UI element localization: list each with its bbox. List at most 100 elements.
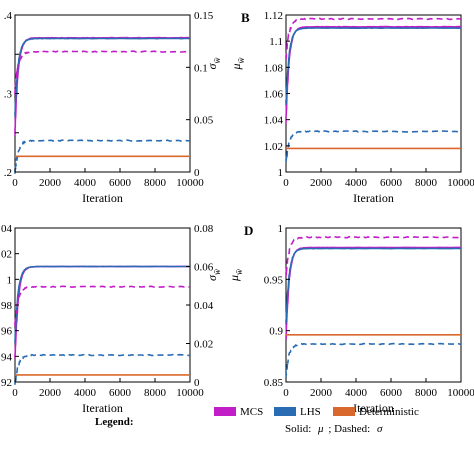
series-mcs-dashed — [285, 17, 462, 60]
x-tick-label: 0 — [12, 177, 18, 189]
y-left-axis-title: μw̄ — [229, 57, 246, 70]
y-right-axis-title-symbol: σ — [205, 274, 219, 281]
legend-title: Legend: — [95, 416, 134, 428]
x-tick-label: 2000 — [310, 387, 333, 399]
y-left-tick-label: 1 — [7, 274, 13, 286]
x-tick-label: 2000 — [310, 177, 333, 189]
y-right-tick-label: 0.02 — [194, 339, 213, 351]
x-tick-label: 8000 — [415, 387, 438, 399]
legend-style-note: Solid: μ ; Dashed: σ — [285, 423, 383, 435]
x-tick-label: 2000 — [39, 387, 62, 399]
y-left-tick-label: 1.08 — [264, 62, 284, 74]
y-left-tick-label: 94 — [1, 351, 13, 363]
legend-label-mcs: MCS — [240, 406, 263, 418]
plot-frame — [14, 227, 191, 383]
legend-label-lhs: LHS — [300, 406, 321, 418]
x-tick-label: 10000 — [176, 387, 204, 399]
legend-dashed-label: ; Dashed: — [328, 423, 370, 435]
y-left-axis-title-subscript: w̄ — [236, 57, 246, 63]
y-left-tick-label: 0.85 — [264, 377, 284, 389]
series-lhs-solid — [285, 27, 462, 105]
series-lhs-dashed — [14, 139, 191, 174]
y-left-tick-label: 04 — [1, 223, 13, 235]
y-left-tick-label: 1.04 — [264, 115, 284, 127]
x-tick-label: 6000 — [109, 177, 132, 189]
panels: 0 2000 4000 6000 8000 10000Iteration.4.3.20.1… — [0, 10, 474, 415]
panel-D: 0 2000 4000 6000 8000 10000 Iteration 1 0.95 0.9 0… — [227, 223, 474, 415]
x-tick-label: 2000 — [39, 177, 62, 189]
y-left-tick-label: 1 — [278, 167, 284, 179]
x-tick-label: 8000 — [144, 387, 167, 399]
x-tick-label: 4000 — [74, 387, 97, 399]
y-left-tick-label: 02 — [1, 249, 12, 261]
x-tick-label: 8000 — [415, 177, 438, 189]
y-right-axis-title: σw̄ — [205, 58, 222, 70]
y-right-axis-title-symbol: σ — [0, 59, 3, 66]
x-tick-label: 10000 — [176, 177, 204, 189]
y-left-tick-label: 1.06 — [264, 89, 284, 101]
y-right-tick-label: 0.06 — [194, 262, 214, 274]
legend-swatch-lhs — [274, 407, 296, 416]
legend-label-deterministic: Deterministic — [359, 406, 419, 418]
y-right-axis-title-symbol: σ — [205, 62, 219, 69]
y-right-tick-label: 0.04 — [194, 300, 214, 312]
x-axis-title: Iteration — [353, 401, 394, 415]
y-left-axis-title-subscript: w̄ — [234, 269, 244, 275]
y-left-tick-label: 1.12 — [264, 10, 283, 22]
y-left-tick-label: 1.02 — [264, 141, 283, 153]
y-right-tick-label: 0 — [194, 167, 200, 179]
y-left-tick-label: 98 — [1, 300, 13, 312]
series-mcs-dashed — [14, 285, 191, 327]
legend-swatch-deterministic — [333, 407, 355, 416]
y-right-axis-title-subscript: w̄ — [212, 269, 222, 275]
x-tick-label: 0 — [283, 177, 289, 189]
panel-B: 0 2000 4000 6000 8000 10000 Iteration 1.12 1.1 1.… — [0, 10, 474, 205]
panel-letter: D — [244, 223, 253, 238]
x-axis-title: Iteration — [82, 401, 123, 415]
legend-swatch-mcs — [214, 407, 236, 416]
y-left-axis-title-symbol: μ — [227, 275, 241, 282]
y-left-tick-label: 0.95 — [264, 274, 284, 286]
x-tick-label: 0 — [12, 387, 18, 399]
series-lhs-dashed — [285, 342, 462, 377]
x-tick-label: 4000 — [74, 177, 97, 189]
x-axis-title: Iteration — [82, 191, 123, 205]
x-tick-label: 10000 — [447, 387, 474, 399]
y-right-tick-label: 0 — [194, 377, 200, 389]
y-right-tick-label: 0.1 — [194, 62, 208, 74]
y-left-axis-title: μw̄ — [227, 269, 244, 282]
panel-letter: B — [241, 10, 250, 25]
y-right-tick-label: 0.08 — [194, 223, 214, 235]
y-left-tick-label: .4 — [4, 10, 13, 22]
series-lhs-solid — [14, 265, 191, 343]
y-right-tick-label: 0.15 — [194, 10, 214, 22]
y-left-tick-label: .3 — [4, 89, 13, 101]
y-right-tick-label: 0.05 — [194, 115, 214, 127]
series-lhs-solid — [14, 37, 191, 117]
legend-mu-symbol: μ — [317, 423, 324, 435]
y-left-tick-label: 96 — [1, 326, 13, 338]
series-mcs-dashed — [285, 235, 462, 277]
legend-sigma-symbol: σ — [377, 423, 383, 435]
series-mcs-solid — [285, 246, 462, 340]
panel-A: 0 2000 4000 6000 8000 10000 Iteration .4 .3 .2 0.1… — [4, 10, 222, 205]
series-lhs-dashed — [285, 130, 462, 163]
y-left-axis-title-symbol: μ — [229, 63, 243, 70]
x-tick-label: 6000 — [380, 177, 403, 189]
x-tick-label: 8000 — [144, 177, 167, 189]
series-lhs-dashed — [14, 353, 191, 385]
y-left-tick-label: 1.1 — [269, 36, 283, 48]
x-tick-label: 6000 — [109, 387, 132, 399]
legend-solid-label: Solid: — [285, 423, 311, 435]
series-mcs-solid — [285, 25, 462, 124]
panel-C: 0 2000 4000 6000 8000 10000 Iteration 04 02 1 98 96… — [1, 223, 222, 415]
x-tick-label: 4000 — [345, 387, 368, 399]
legend: Legend: MCS LHS Deterministic Solid: μ ;… — [95, 406, 419, 435]
x-axis-title: Iteration — [353, 191, 394, 205]
series-mcs-solid — [14, 265, 190, 359]
series-lhs-solid — [285, 247, 462, 324]
x-tick-label: 0 — [283, 387, 289, 399]
y-left-tick-label: 1 — [278, 223, 284, 235]
plot-frame — [285, 227, 462, 383]
